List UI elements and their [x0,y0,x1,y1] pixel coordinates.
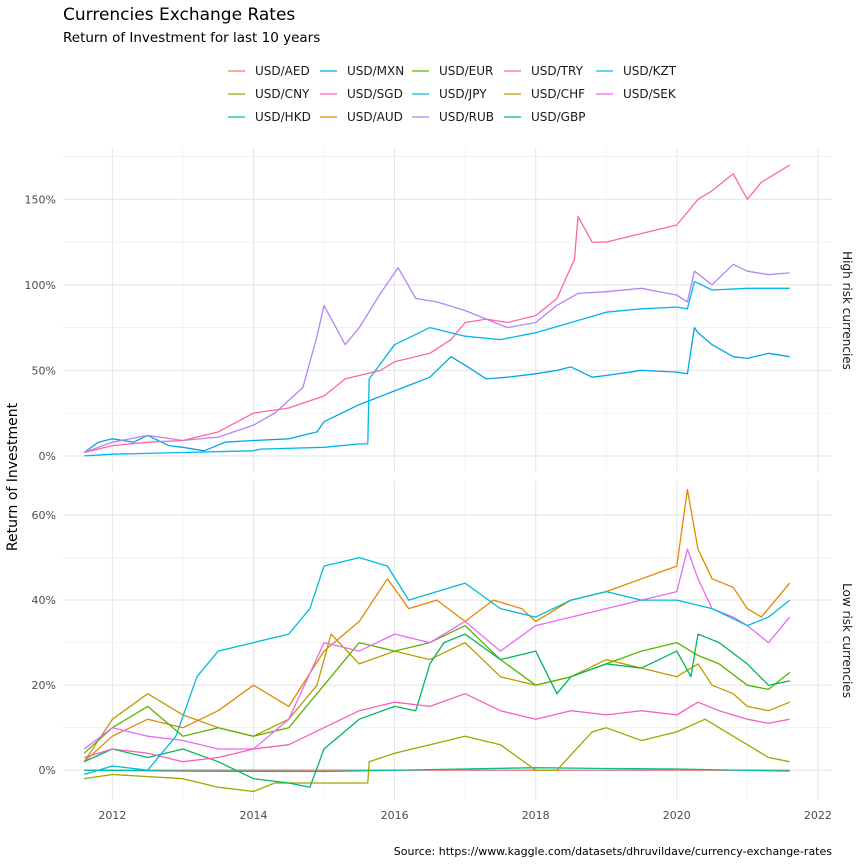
series-line [83,326,790,454]
legend-label: USD/AUD [347,110,403,124]
legend-item: USD/SGD [320,87,403,101]
legend-label: USD/JPY [439,87,487,101]
panels: 0% 50% 100% 150% High risk currencies 0% 20% 40… [25,148,854,800]
series-line [84,718,790,793]
series-line [83,263,790,454]
legend-label: USD/EUR [439,64,493,78]
y-tick-label: 150% [25,193,56,206]
panel-strip-label: Low risk currencies [840,583,854,698]
legend-item: USD/HKD [228,110,311,124]
legend-label: USD/KZT [623,64,677,78]
legend-label: USD/CNY [255,87,310,101]
chart-subtitle: Return of Investment for last 10 years [63,30,320,46]
legend-item: USD/TRY [504,64,584,78]
legend-item: USD/AUD [320,110,403,124]
panel: 0% 50% 100% 150% High risk currencies [25,148,854,473]
chart-caption: Source: https://www.kaggle.com/datasets/… [394,845,832,858]
legend-label: USD/GBP [531,110,585,124]
chart-title: Currencies Exchange Rates [63,5,295,25]
x-tick-label: 2020 [663,809,691,822]
legend-item: USD/RUB [412,110,494,124]
panel-strip-label: High risk currencies [840,251,854,370]
series-line [83,548,791,750]
legend-item: USD/MXN [320,64,404,78]
x-tick-label: 2018 [522,809,550,822]
series-line [84,280,790,457]
legend-item: USD/AED [228,64,310,78]
y-tick-label: 60% [32,509,56,522]
x-tick-label: 2014 [239,809,267,822]
legend-label: USD/HKD [255,110,311,124]
legend-label: USD/SGD [347,87,403,101]
legend-item: USD/CHF [504,87,585,101]
legend-label: USD/RUB [439,110,494,124]
legend-item: USD/GBP [504,110,585,124]
legend-item: USD/EUR [412,64,493,78]
y-tick-label: 40% [32,594,56,607]
series-line [84,556,791,776]
legend-item: USD/JPY [412,87,487,101]
y-tick-label: 0% [39,450,56,463]
series-line [84,767,790,773]
legend: USD/AED USD/CNY USD/HKD USD/MXN USD/SGD USD/A… [228,64,677,124]
y-tick-label: 50% [32,364,56,377]
legend-item: USD/KZT [596,64,677,78]
y-tick-label: 0% [39,764,56,777]
legend-item: USD/CNY [228,87,310,101]
x-tick-label: 2016 [381,809,409,822]
panel: 0% 20% 40% 60% Low risk currencies [32,481,854,800]
legend-label: USD/CHF [531,87,585,101]
legend-label: USD/TRY [531,64,584,78]
legend-item: USD/SEK [596,87,677,101]
legend-label: USD/SEK [623,87,677,101]
series-line [83,488,791,763]
x-tick-label: 2022 [804,809,832,822]
y-axis-title: Return of Investment [5,402,21,551]
x-tick-label: 2012 [98,809,126,822]
legend-label: USD/AED [255,64,310,78]
series-line [84,164,791,454]
x-axis: 2012 2014 2016 2018 2020 2022 [98,809,832,822]
legend-label: USD/MXN [347,64,404,78]
y-tick-label: 20% [32,679,56,692]
series-line [84,693,790,763]
y-tick-label: 100% [25,279,56,292]
series-line [83,633,790,788]
series-line [83,624,791,754]
